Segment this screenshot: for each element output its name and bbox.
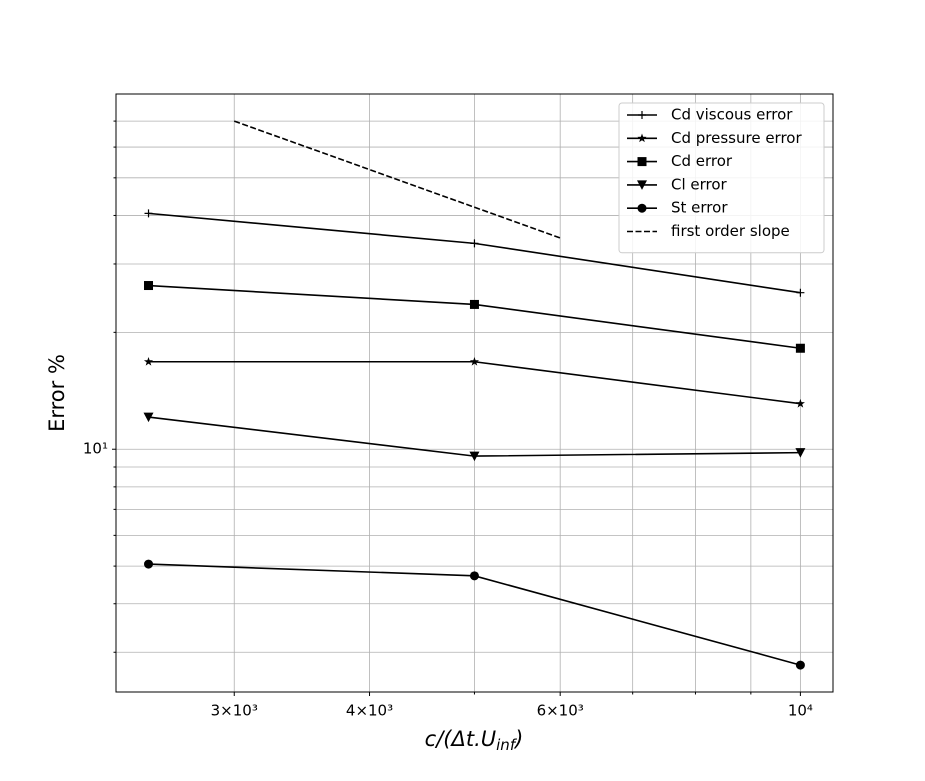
legend-marker [638,111,646,119]
y-tick-label: 10¹ [83,440,108,458]
marker [469,571,479,581]
marker [144,281,154,291]
legend-marker [637,203,647,213]
marker [469,299,479,309]
marker [795,448,806,458]
x-tick-label: 3×10³ [211,702,258,720]
marker [469,451,480,462]
legend: Cd viscous error Cd pressure error Cd erro… [618,102,825,254]
x-tick-label: 6×10³ [537,702,584,720]
legend-label: Cl error [671,175,728,193]
legend-marker [637,133,647,143]
legend-label: St error [671,199,728,217]
legend-box [618,102,825,254]
x-label-end: ) [513,727,523,751]
marker [143,412,154,423]
marker [144,209,153,218]
x-label-sub: inf [496,736,518,754]
marker [143,356,154,366]
legend-marker [637,180,647,190]
y-axis-label: Error % [45,354,69,432]
x-tick-label: 4×10³ [346,702,393,720]
legend-label: Cd pressure error [671,129,802,147]
legend-label: Cd error [671,152,733,170]
legend-label: first order slope [671,222,790,240]
legend-label: Cd viscous error [671,106,793,124]
data-line [233,120,561,239]
x-label-main: c/(Δt.U [425,727,496,751]
legend-marker [637,157,647,167]
marker [796,288,805,297]
x-tick-label: 10⁴ [788,702,813,720]
marker [470,239,479,248]
marker [795,343,805,353]
x-axis-label: c/(Δt.Uinf) [425,727,524,754]
marker [795,660,805,670]
marker [795,398,805,408]
marker [469,356,480,366]
plot-frame [115,93,834,693]
marker [144,559,154,569]
